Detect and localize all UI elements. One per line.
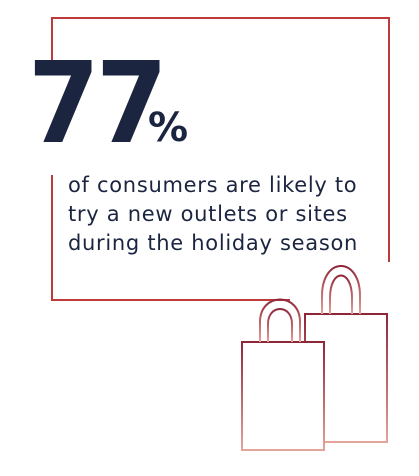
stat-number: 77	[28, 39, 168, 169]
caption-line-3: during the holiday season	[68, 231, 359, 255]
caption-line-2: try a new outlets or sites	[68, 202, 348, 226]
stat-percent-sign: %	[148, 105, 189, 151]
stat-caption: of consumers are likely to try a new out…	[68, 171, 388, 258]
shopping-bags-icon	[241, 265, 388, 451]
frame-border	[51, 17, 390, 301]
caption-line-1: of consumers are likely to	[68, 173, 358, 197]
